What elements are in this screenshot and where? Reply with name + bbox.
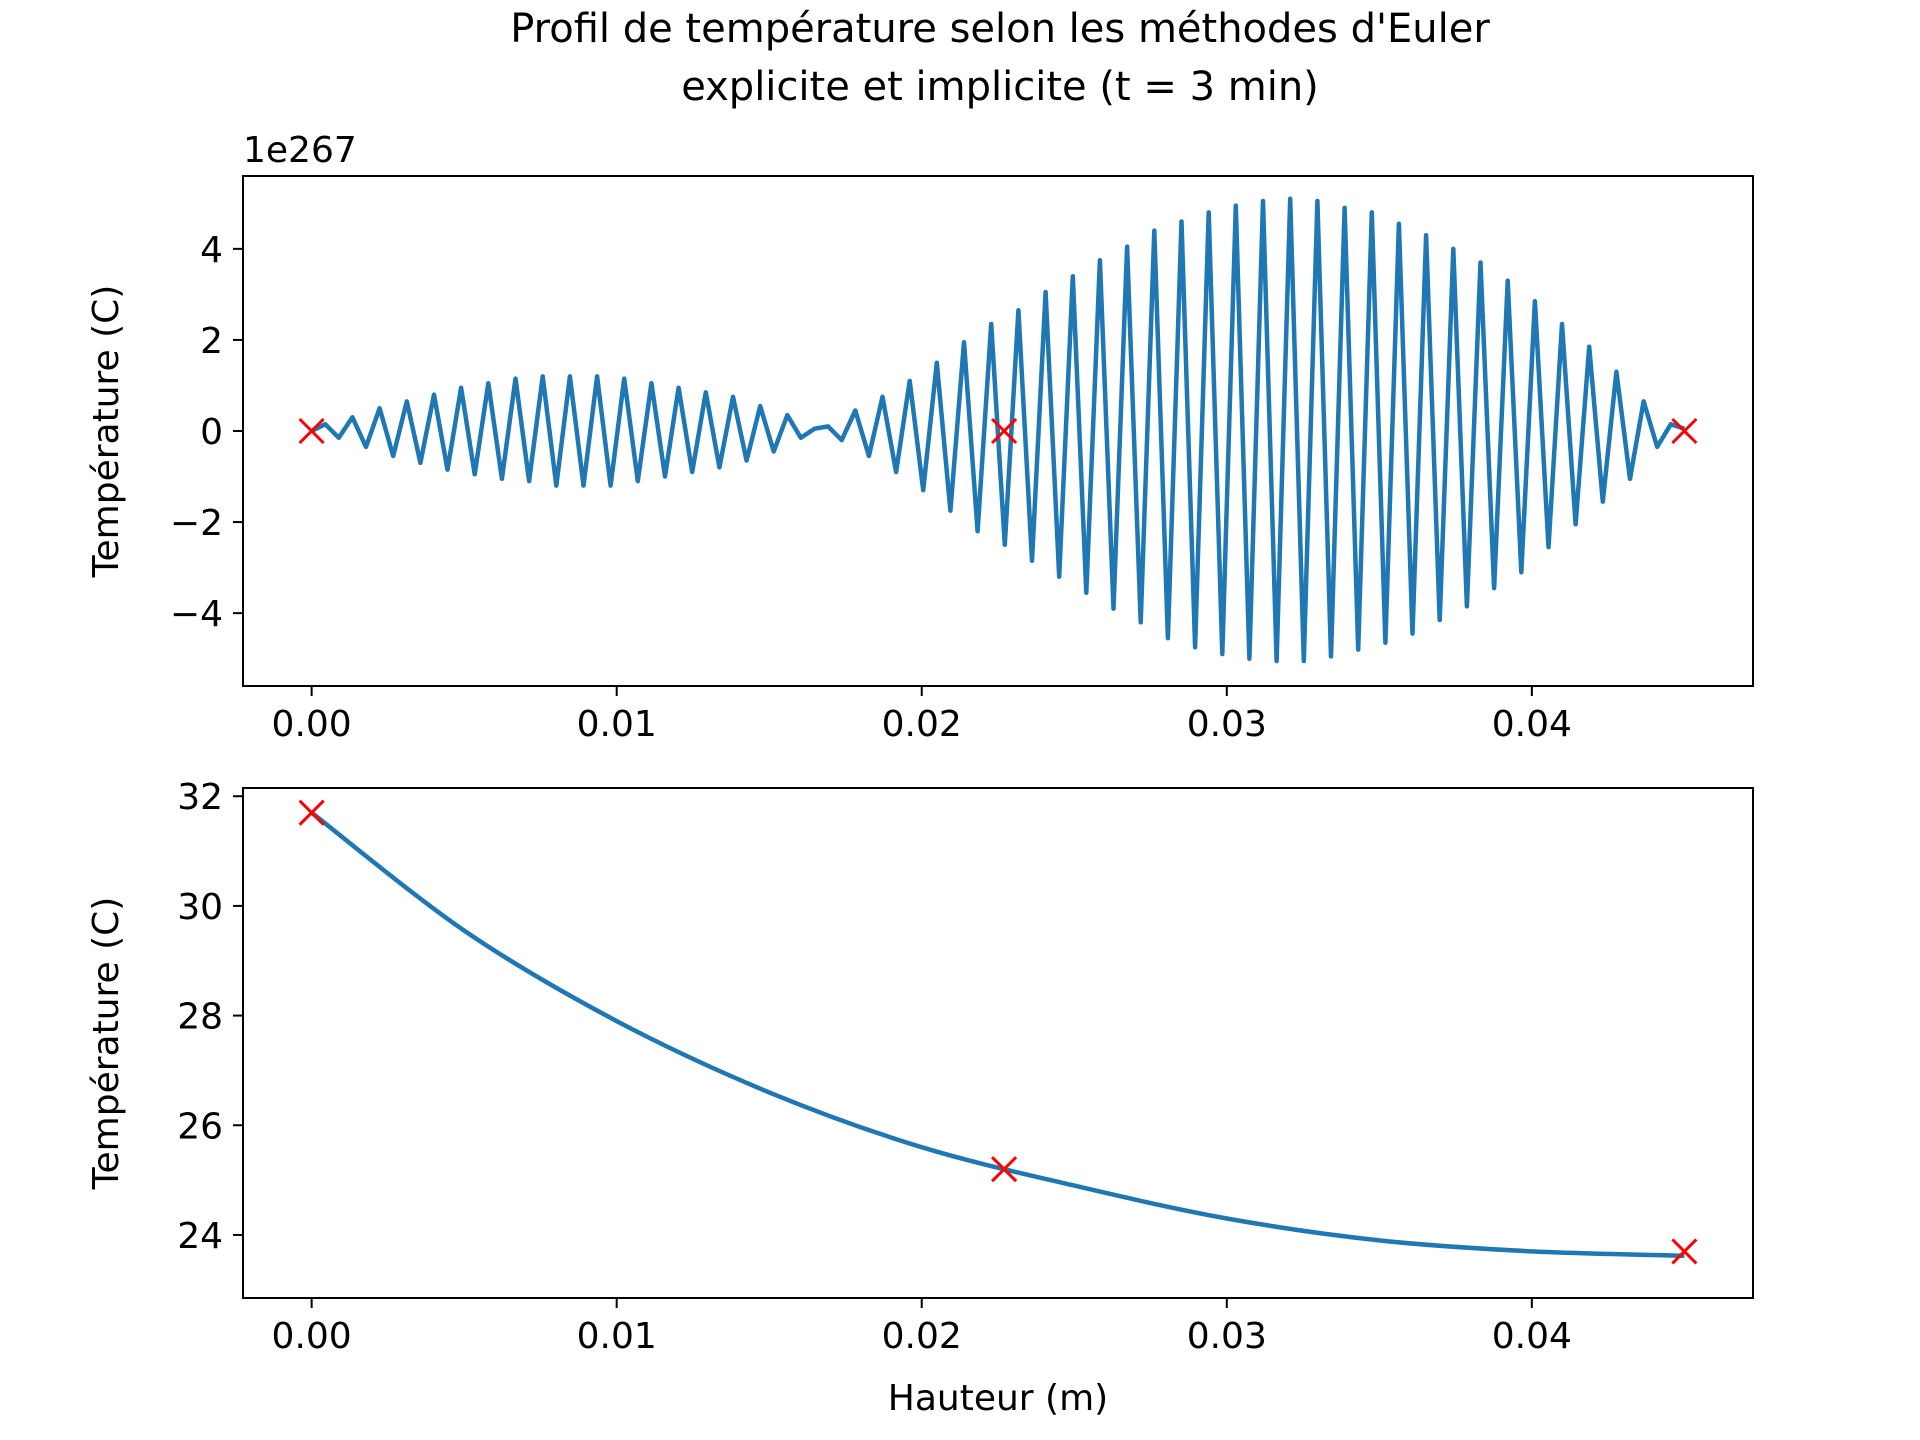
bottom-y-axis-label: Température (C) — [86, 897, 127, 1191]
top-y-tick-label: 4 — [200, 230, 223, 271]
top-x-marker — [298, 417, 325, 445]
marker-stroke — [1671, 417, 1698, 445]
top-x-marker — [991, 417, 1018, 445]
bottom-y-tick-label: 28 — [177, 997, 223, 1038]
bottom-x-tick-label: 0.01 — [577, 1316, 657, 1357]
top-x-tick-label: 0.03 — [1187, 704, 1267, 745]
bottom-y-tick-label: 32 — [177, 777, 223, 818]
bottom-x-marker — [1671, 1238, 1698, 1265]
figure-title-line1: Profil de température selon les méthodes… — [510, 6, 1490, 52]
top-y-axis-label: Température (C) — [86, 285, 127, 579]
bottom-x-tick-label: 0.03 — [1187, 1316, 1267, 1357]
figure-title-line2: explicite et implicite (t = 3 min) — [681, 64, 1319, 110]
top-y-tick-label: −2 — [170, 503, 223, 544]
top-y-tick-label: 0 — [200, 412, 223, 453]
top-x-tick-label: 0.02 — [882, 704, 962, 745]
bottom-axes-frame — [242, 787, 1754, 1299]
marker-stroke — [1671, 1238, 1698, 1265]
marker-stroke — [991, 1156, 1018, 1183]
bottom-x-marker — [298, 799, 325, 826]
bottom-y-tick-label: 26 — [177, 1106, 223, 1147]
top-x-marker — [1671, 417, 1698, 445]
top-y-tick-label: −4 — [170, 594, 223, 635]
top-offset-text: 1e267 — [243, 130, 357, 171]
marker-stroke — [298, 799, 325, 826]
bottom-y-tick-label: 30 — [177, 887, 223, 928]
bottom-plot-panel: 0.00 0.01 0.02 0.03 0.04 24 26 28 30 32 Températur… — [86, 777, 1754, 1419]
top-x-tick-label: 0.04 — [1492, 704, 1572, 745]
marker-stroke — [298, 417, 325, 445]
top-x-tick-label: 0.01 — [577, 704, 657, 745]
bottom-x-tick-label: 0.00 — [272, 1316, 352, 1357]
bottom-x-tick-label: 0.04 — [1492, 1316, 1572, 1357]
top-y-tick-label: 2 — [200, 321, 223, 362]
top-x-tick-label: 0.00 — [272, 704, 352, 745]
bottom-y-tick-label: 24 — [177, 1216, 223, 1257]
bottom-series-line — [310, 810, 1685, 1259]
bottom-x-tick-label: 0.02 — [882, 1316, 962, 1357]
marker-stroke — [991, 417, 1018, 445]
top-plot-panel: 0.00 0.01 0.02 0.03 0.04 −4 −2 0 2 4 Température (… — [86, 130, 1754, 745]
bottom-x-axis-label: Hauteur (m) — [888, 1378, 1108, 1419]
bottom-x-marker — [991, 1156, 1018, 1183]
top-series-line — [310, 196, 1686, 664]
